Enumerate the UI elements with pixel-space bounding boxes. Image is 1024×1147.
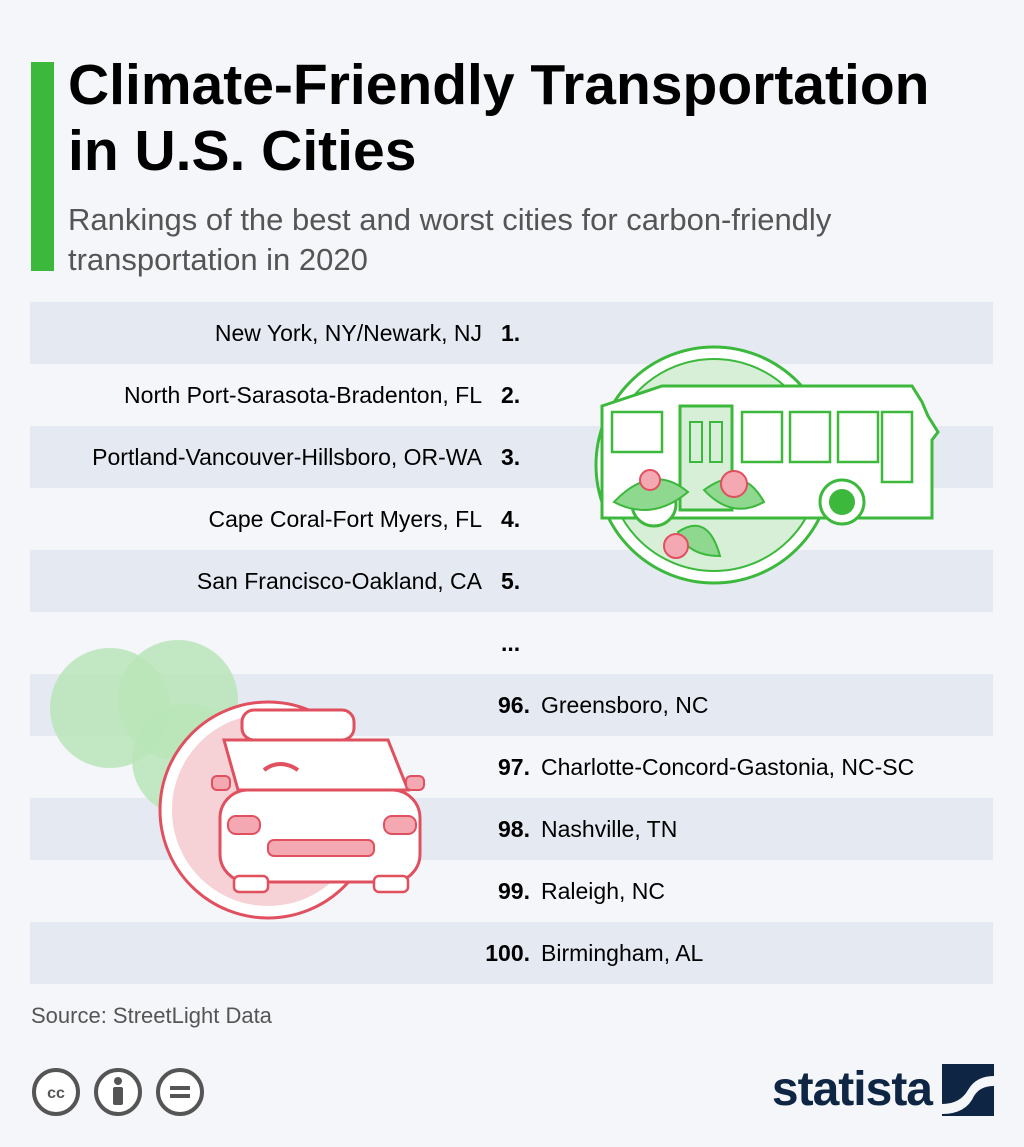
cc-icon[interactable]: cc [31,1067,81,1117]
ranking-row-ellipsis: ... [30,612,993,674]
rank-number: 3. [501,444,521,470]
rank-number: 97. [498,754,530,780]
city-name: North Port-Sarasota-Bradenton, FL [124,382,482,408]
page-subtitle: Rankings of the best and worst cities fo… [68,202,832,277]
rank-number: 96. [498,692,530,718]
statista-mark-icon [942,1064,994,1116]
rank-number: 98. [498,816,530,842]
city-name: Charlotte-Concord-Gastonia, NC-SC [541,754,915,780]
city-name: Greensboro, NC [541,692,709,718]
source-note: Source: StreetLight Data [31,1003,272,1028]
ranking-row-worst-100: 100. Birmingham, AL [30,922,993,984]
ellipsis: ... [501,630,521,656]
city-name: San Francisco-Oakland, CA [196,568,482,594]
city-name: Birmingham, AL [541,940,704,966]
rank-number: 99. [498,878,530,904]
statista-logo[interactable]: statista [772,1060,994,1120]
rank-number: 100. [485,940,530,966]
city-name: New York, NY/Newark, NJ [214,320,482,346]
ranking-row-best-2: North Port-Sarasota-Bradenton, FL 2. [30,364,993,426]
ranking-row-best-5: San Francisco-Oakland, CA 5. [30,550,993,612]
ranking-row-best-4: Cape Coral-Fort Myers, FL 4. [30,488,993,550]
rank-number: 1. [501,320,521,346]
no-derivatives-icon[interactable] [155,1067,205,1117]
attribution-icon[interactable] [93,1067,143,1117]
car-illustration [50,640,425,920]
city-name: Portland-Vancouver-Hillsboro, OR-WA [92,444,482,470]
rank-number: 4. [501,506,521,532]
bus-illustration [594,345,940,585]
rank-number: 5. [501,568,521,594]
ranking-row-worst-97: 97. Charlotte-Concord-Gastonia, NC-SC [30,736,993,798]
ranking-row-best-1: New York, NY/Newark, NJ 1. [30,302,993,364]
license-icons: cc [31,1067,205,1117]
ranking-row-worst-99: 99. Raleigh, NC [30,860,993,922]
city-name: Nashville, TN [541,816,678,842]
rank-number: 2. [501,382,521,408]
city-name: Raleigh, NC [541,878,665,904]
page-title: Climate-Friendly Transportation in U.S. … [68,53,930,183]
rankings-list: New York, NY/Newark, NJ 1. North Port-Sa… [30,302,993,984]
city-name: Cape Coral-Fort Myers, FL [208,506,482,532]
brand-wordmark: statista [771,1063,933,1116]
svg-text:cc: cc [47,1085,65,1102]
title-accent-bar [31,62,54,271]
